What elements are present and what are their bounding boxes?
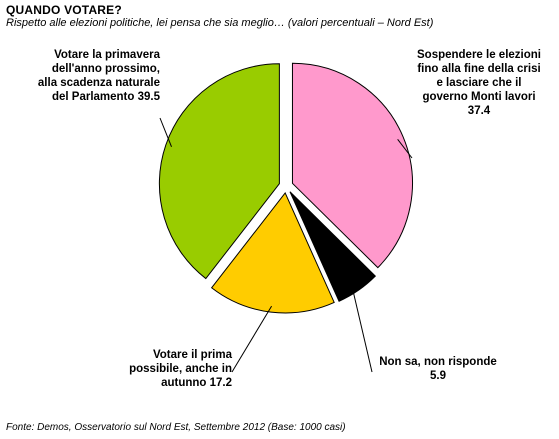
- slice-label-autunno: Votare il prima possibile, anche in autu…: [100, 348, 232, 390]
- slice-primavera: [158, 63, 280, 280]
- label-line: del Parlamento 39.5: [51, 91, 160, 103]
- label-line: dell'anno prossimo,: [51, 63, 160, 75]
- label-line: 37.4: [467, 105, 491, 117]
- label-line: 5.9: [430, 370, 446, 382]
- slice-label-primavera: Votare la primavera dell'anno prossimo, …: [16, 48, 160, 104]
- leader-line: [397, 139, 413, 159]
- slice-non-sa: [289, 191, 377, 302]
- label-line: autunno 17.2: [161, 377, 232, 389]
- slice-autunno: [210, 191, 335, 314]
- label-line: Votare il prima: [152, 349, 232, 361]
- label-line: Sospendere le elezioni: [417, 49, 541, 61]
- source-note: Fonte: Demos, Osservatorio sul Nord Est,…: [6, 422, 346, 433]
- label-line: fino alla fine della crisi: [417, 63, 541, 75]
- label-line: e lasciare che il: [436, 77, 522, 89]
- leader-line: [159, 117, 172, 147]
- label-line: possibile, anche in: [129, 363, 232, 375]
- label-line: alla scadenza naturale: [37, 77, 160, 89]
- label-line: Votare la primavera: [54, 49, 160, 61]
- label-line: governo Monti lavori: [422, 91, 536, 103]
- leader-line: [231, 305, 273, 373]
- label-line: Non sa, non risponde: [379, 356, 497, 368]
- leader-line: [349, 278, 373, 373]
- chart-subtitle: Rispetto alle elezioni politiche, lei pe…: [6, 17, 434, 29]
- slice-label-non-sa: Non sa, non risponde 5.9: [368, 355, 508, 383]
- slice-sospendere: [291, 62, 413, 269]
- chart-title: QUANDO VOTARE?: [6, 3, 122, 17]
- slice-label-sospendere: Sospendere le elezioni fino alla fine de…: [404, 48, 554, 118]
